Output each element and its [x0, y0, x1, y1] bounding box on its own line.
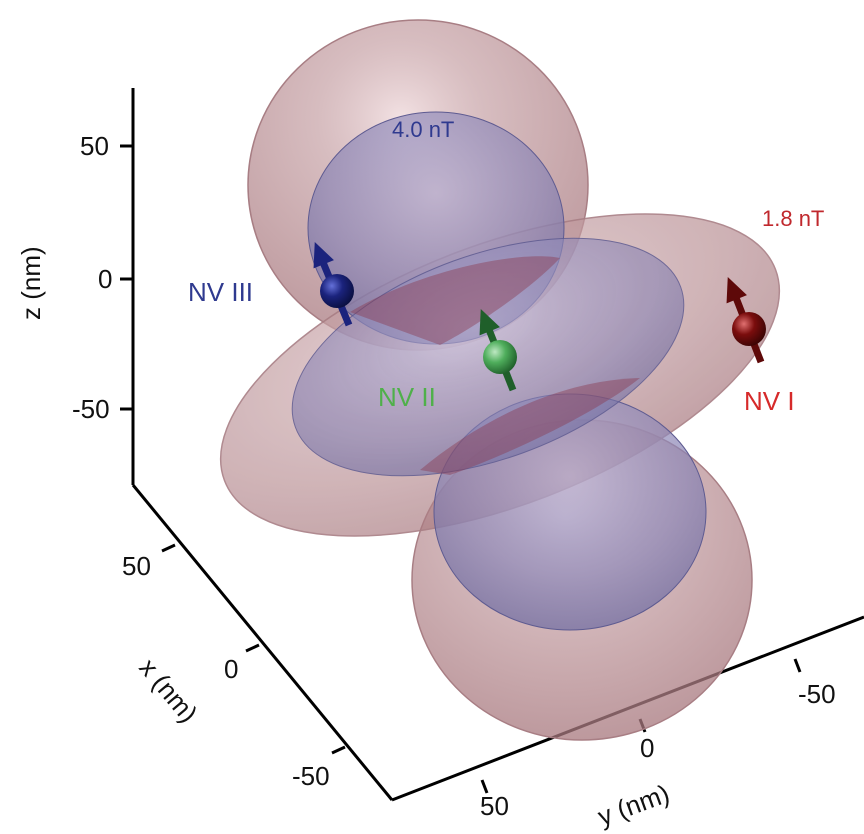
y-tick-neg50: -50 — [798, 679, 836, 709]
x-tick-neg50: -50 — [292, 761, 330, 791]
y-tick-50: 50 — [480, 791, 509, 821]
label-1-8-nt: 1.8 nT — [762, 206, 824, 231]
nv-iii-sphere — [320, 274, 354, 308]
nv-ii-spin — [479, 309, 517, 392]
nv-iii-spin — [313, 242, 354, 327]
nv-i-sphere — [732, 312, 766, 346]
label-nv-iii: NV III — [188, 277, 253, 307]
nv-ii-sphere — [483, 340, 517, 374]
z-tick-50: 50 — [80, 131, 109, 161]
z-tick-neg50: -50 — [72, 394, 110, 424]
z-axis-label: z (nm) — [16, 246, 46, 320]
nv-i-spin — [726, 277, 766, 364]
label-nv-i: NV I — [744, 386, 795, 416]
center-bands — [350, 256, 640, 475]
y-axis-label: y (nm) — [594, 778, 673, 831]
inner-isosurface — [291, 111, 707, 631]
x-axis-label: x (nm) — [133, 653, 203, 729]
y-tick-0: 0 — [640, 733, 654, 763]
label-nv-ii: NV II — [378, 382, 436, 412]
z-ticks — [120, 144, 133, 411]
x-ticks — [161, 543, 346, 755]
x-tick-50: 50 — [122, 551, 151, 581]
label-4-0-nt: 4.0 nT — [392, 117, 454, 142]
z-tick-0: 0 — [98, 264, 112, 294]
x-tick-0: 0 — [224, 654, 238, 684]
